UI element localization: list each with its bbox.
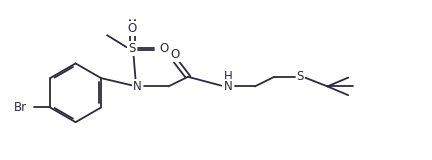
Text: H: H	[224, 69, 232, 83]
Text: S: S	[128, 42, 136, 55]
Text: O: O	[160, 42, 169, 55]
Text: O: O	[127, 22, 137, 35]
Text: O: O	[171, 48, 180, 61]
Text: N: N	[224, 80, 232, 93]
Text: S: S	[296, 70, 304, 83]
Text: Br: Br	[14, 101, 27, 114]
Text: N: N	[133, 80, 142, 93]
